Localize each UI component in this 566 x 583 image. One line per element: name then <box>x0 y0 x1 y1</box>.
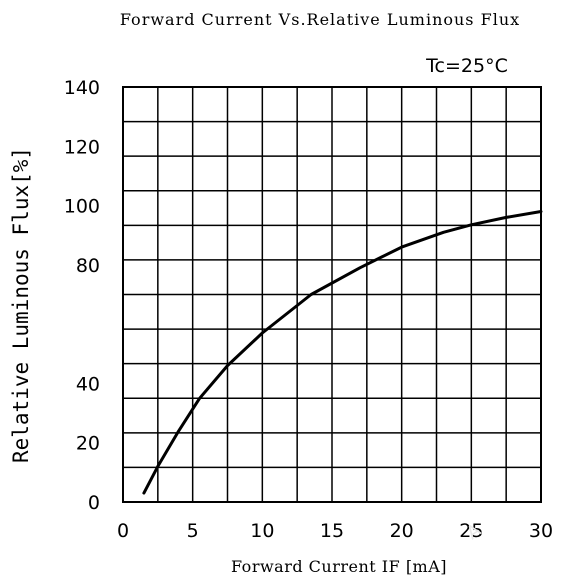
x-tick-label: 20 <box>390 520 414 542</box>
plot-frame <box>122 86 542 503</box>
y-tick-label: 80 <box>76 255 100 277</box>
x-tick-label: 30 <box>529 520 553 542</box>
y-tick-label: 20 <box>76 433 100 455</box>
y-tick-label: 140 <box>64 77 100 99</box>
x-tick-label: 5 <box>187 520 199 542</box>
x-tick-label: 25 <box>459 520 483 542</box>
y-tick-label: 120 <box>64 136 100 158</box>
y-tick-label: 0 <box>88 492 100 514</box>
series-line <box>142 210 543 495</box>
y-tick-label: 40 <box>76 373 100 395</box>
x-tick-labels: 0 5 10 15 20 25 30 <box>117 520 553 542</box>
y-tick-label: 100 <box>64 196 100 218</box>
plot-grid <box>123 87 541 502</box>
y-tick-labels: 0 20 40 80 100 120 140 <box>64 77 100 514</box>
x-tick-label: 10 <box>250 520 274 542</box>
x-axis-label: Forward Current IF [mA] <box>231 557 447 576</box>
x-tick-label: 15 <box>320 520 344 542</box>
y-axis-label: Relative Luminous Flux[%] <box>9 147 33 463</box>
chart-title: Forward Current Vs.Relative Luminous Flu… <box>120 10 520 29</box>
x-tick-label: 0 <box>117 520 129 542</box>
condition-label: Tc=25°C <box>425 55 508 77</box>
